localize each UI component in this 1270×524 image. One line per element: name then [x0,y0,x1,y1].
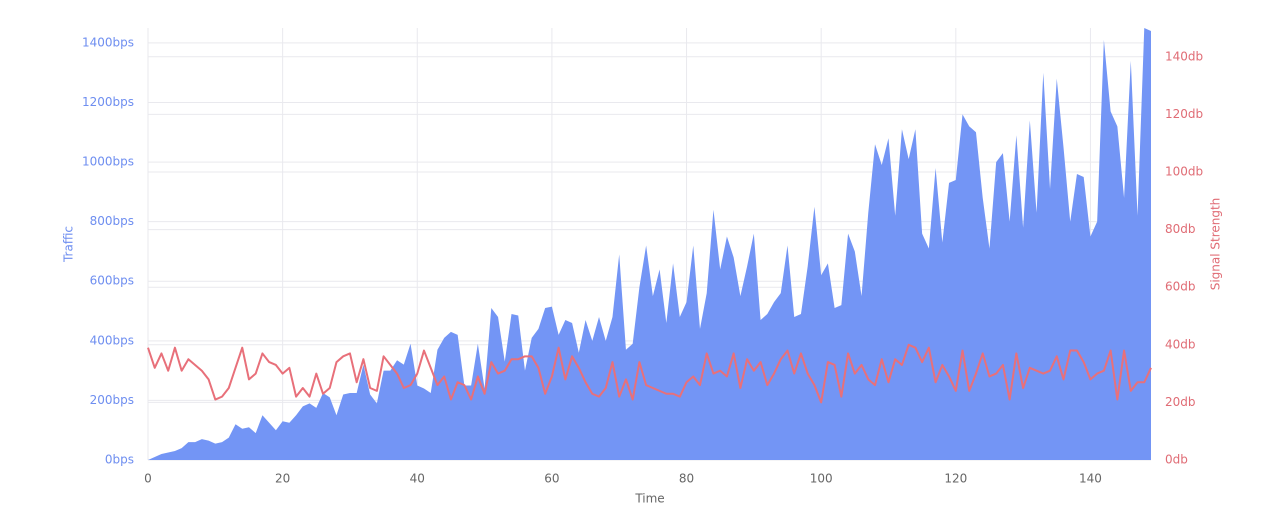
x-tick-label: 80 [679,472,694,486]
y-axis-title: Traffic [62,226,76,263]
y2-tick-label: 140db [1165,49,1203,63]
y2-tick-label: 20db [1165,395,1196,409]
traffic-area [148,28,1151,460]
y2-tick-label: 40db [1165,337,1196,351]
x-tick-label: 100 [810,472,833,486]
x-tick-label: 120 [944,472,967,486]
y-tick-label: 200bps [90,393,134,407]
x-tick-label: 40 [410,472,425,486]
y-tick-label: 0bps [105,453,134,467]
y2-tick-label: 120db [1165,107,1203,121]
x-tick-label: 20 [275,472,290,486]
y2-tick-label: 60db [1165,280,1196,294]
y-tick-label: 600bps [90,274,134,288]
x-axis-title: Time [634,492,664,506]
x-tick-label: 60 [544,472,559,486]
y-tick-label: 1400bps [82,35,134,49]
y2-axis-title: Signal Strength [1209,198,1223,291]
y-tick-label: 800bps [90,214,134,228]
y2-tick-label: 100db [1165,165,1203,179]
x-tick-label: 0 [144,472,152,486]
y-tick-label: 400bps [90,333,134,347]
y-tick-label: 1200bps [82,95,134,109]
x-tick-label: 140 [1079,472,1102,486]
plot [147,28,1152,460]
signal-line [147,343,1152,404]
y2-tick-label: 80db [1165,222,1196,236]
y2-tick-label: 0db [1165,453,1188,467]
y-tick-label: 1000bps [82,155,134,169]
